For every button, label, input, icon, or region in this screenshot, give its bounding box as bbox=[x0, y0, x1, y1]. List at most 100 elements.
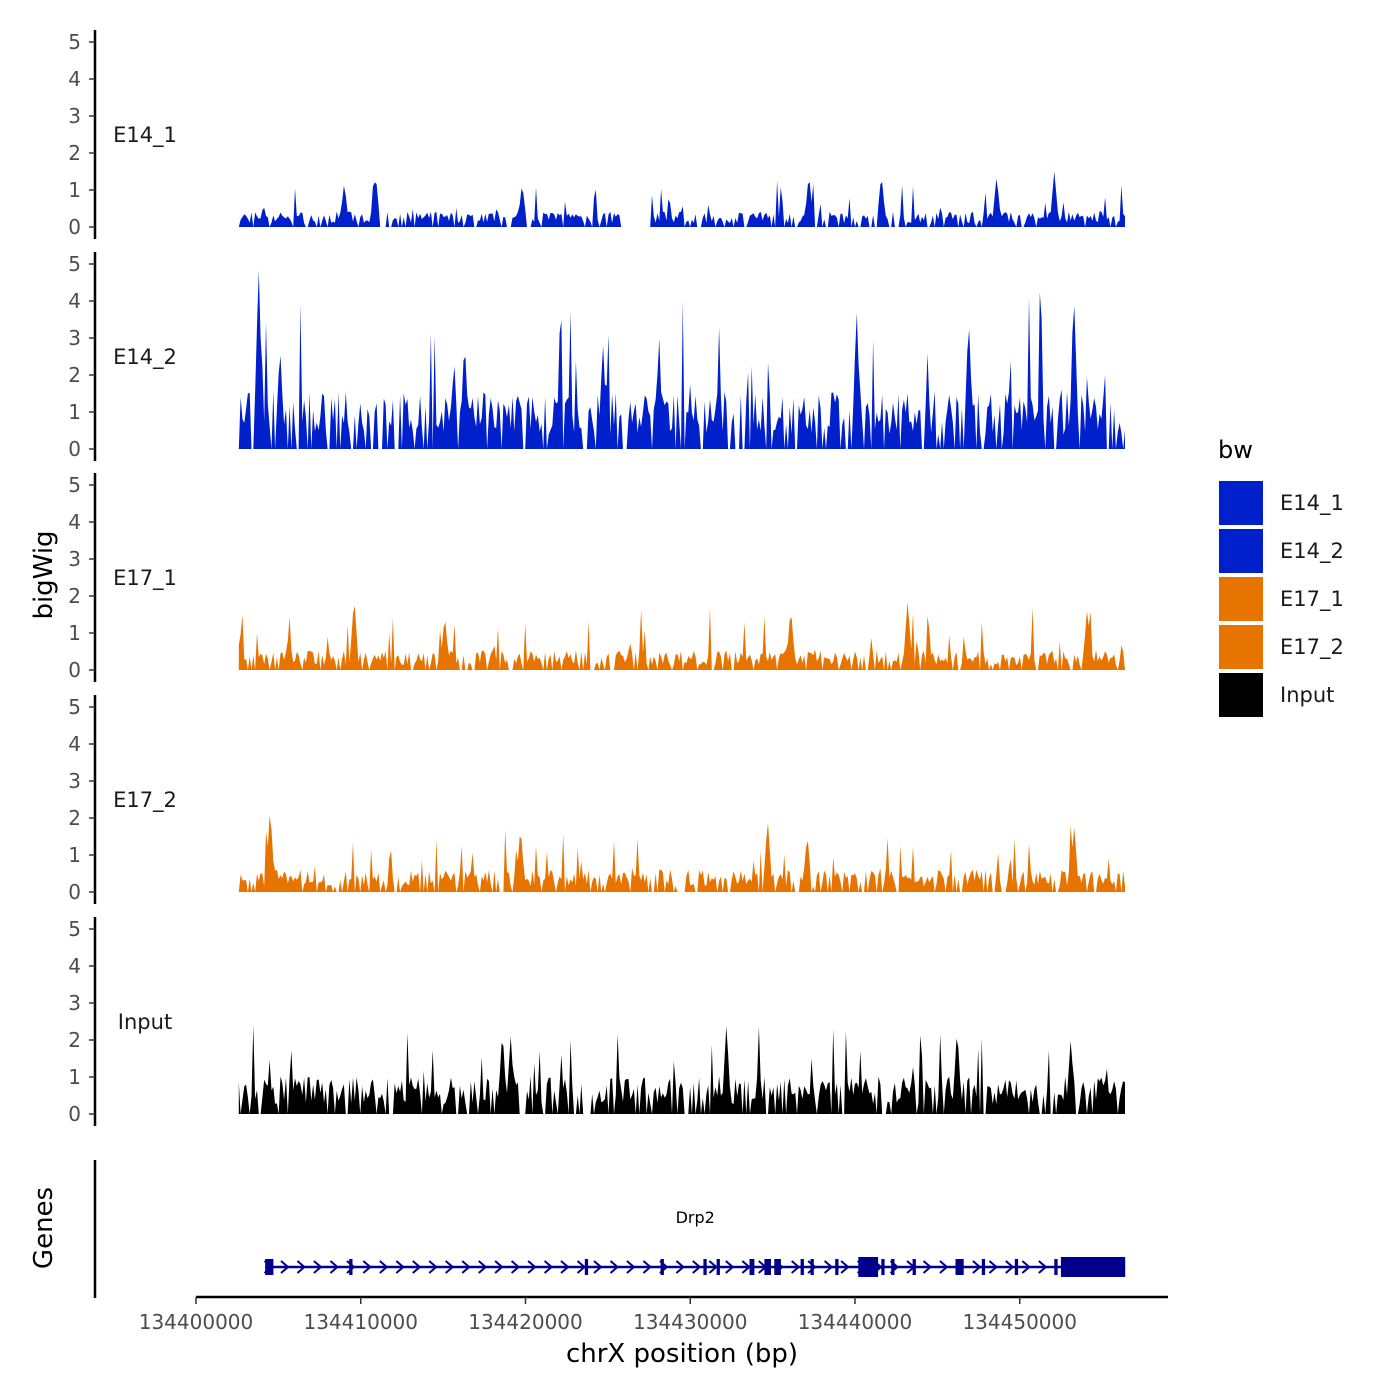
legend: bw E14_1 E14_2 E17_1 E17_2 Input bbox=[1218, 436, 1344, 717]
genes-axis-title: Genes bbox=[29, 1187, 59, 1269]
exon bbox=[660, 1259, 664, 1275]
exon bbox=[1014, 1259, 1019, 1275]
y-tick-label: 4 bbox=[68, 510, 81, 534]
strand-arrow bbox=[807, 1260, 817, 1274]
strand-arrow bbox=[840, 1260, 850, 1274]
track-e17-1: 0 1 2 3 4 5 E17_1 bbox=[68, 473, 1126, 682]
y-tick-label: 1 bbox=[68, 1065, 81, 1089]
exon bbox=[584, 1259, 589, 1275]
y-tick-label: 5 bbox=[68, 252, 81, 276]
y-tick-label: 3 bbox=[68, 547, 81, 571]
legend-label: E14_1 bbox=[1280, 491, 1344, 516]
strand-arrow bbox=[510, 1260, 521, 1274]
gene-name: Drp2 bbox=[676, 1208, 715, 1227]
x-axis: 134400000 134410000 134420000 134430000 1344… bbox=[139, 1295, 1168, 1334]
x-tick-label: 134450000 bbox=[962, 1310, 1077, 1334]
y-tick-label: 2 bbox=[68, 584, 81, 608]
y-tick-label: 0 bbox=[68, 215, 81, 239]
exon bbox=[881, 1259, 885, 1275]
track-label: E14_1 bbox=[113, 123, 177, 148]
strand-arrow bbox=[428, 1260, 438, 1274]
y-tick-label: 5 bbox=[68, 30, 81, 54]
x-tick-label: 134420000 bbox=[468, 1310, 583, 1334]
strand-arrow bbox=[576, 1260, 587, 1274]
y-tick-label: 5 bbox=[68, 695, 81, 719]
strand-arrow bbox=[675, 1260, 685, 1274]
x-tick-label: 134430000 bbox=[633, 1310, 748, 1334]
exon bbox=[912, 1259, 916, 1275]
exon bbox=[835, 1259, 839, 1275]
exon bbox=[800, 1259, 804, 1275]
gene-track: Drp2 bbox=[93, 1160, 1126, 1298]
legend-title: bw bbox=[1218, 436, 1253, 464]
coverage-area bbox=[238, 270, 1126, 449]
track-label: E17_2 bbox=[113, 788, 177, 813]
legend-label: E17_2 bbox=[1280, 635, 1344, 660]
strand-arrow bbox=[478, 1260, 488, 1274]
strand-arrow bbox=[395, 1260, 405, 1274]
track-e14-1: 0 1 2 3 4 5 E14_1 bbox=[68, 30, 1126, 239]
y-tick-label: 4 bbox=[68, 67, 81, 91]
strand-arrow bbox=[296, 1260, 306, 1274]
y-tick-label: 2 bbox=[68, 806, 81, 830]
y-tick-label: 2 bbox=[68, 363, 81, 387]
strand-arrow bbox=[494, 1260, 504, 1274]
coverage-area bbox=[238, 815, 1126, 892]
strand-arrow bbox=[1005, 1260, 1015, 1274]
y-tick-label: 1 bbox=[68, 400, 81, 424]
strand-arrow bbox=[609, 1260, 620, 1274]
y-tick-label: 0 bbox=[68, 880, 81, 904]
strand-arrow bbox=[280, 1260, 290, 1274]
y-tick-label: 2 bbox=[68, 141, 81, 165]
strand-arrow bbox=[922, 1260, 933, 1274]
y-tick-label: 1 bbox=[68, 843, 81, 867]
y-tick-label: 1 bbox=[68, 621, 81, 645]
x-tick-label: 134400000 bbox=[139, 1310, 254, 1334]
y-tick-label: 0 bbox=[68, 658, 81, 682]
y-tick-label: 5 bbox=[68, 917, 81, 941]
track-input: 0 1 2 3 4 5 Input bbox=[68, 917, 1126, 1126]
strand-arrow bbox=[1021, 1260, 1031, 1274]
y-tick-label: 1 bbox=[68, 178, 81, 202]
strand-arrow bbox=[1038, 1260, 1048, 1274]
y-tick-label: 4 bbox=[68, 732, 81, 756]
coverage-area bbox=[238, 171, 1126, 227]
strand-arrow bbox=[939, 1260, 949, 1274]
track-e14-2: 0 1 2 3 4 5 E14_2 bbox=[68, 252, 1126, 461]
track-label: E17_1 bbox=[113, 566, 177, 591]
exon bbox=[265, 1259, 274, 1275]
legend-swatch bbox=[1219, 529, 1263, 573]
strand-arrow bbox=[461, 1260, 471, 1274]
legend-swatch bbox=[1219, 673, 1263, 717]
exon bbox=[349, 1259, 353, 1275]
coverage-area bbox=[238, 1025, 1126, 1114]
strand-arrow bbox=[379, 1260, 389, 1274]
y-tick-label: 0 bbox=[68, 437, 81, 461]
track-e17-2: 0 1 2 3 4 5 E17_2 bbox=[68, 695, 1126, 904]
y-tick-label: 3 bbox=[68, 326, 81, 350]
legend-label: E17_1 bbox=[1280, 587, 1344, 612]
exon bbox=[703, 1259, 707, 1275]
y-tick-label: 3 bbox=[68, 991, 81, 1015]
strand-arrow bbox=[988, 1260, 998, 1274]
exon bbox=[749, 1259, 755, 1275]
x-axis-title: chrX position (bp) bbox=[566, 1339, 798, 1369]
exon bbox=[716, 1259, 720, 1275]
strand-arrow bbox=[560, 1260, 570, 1274]
exon bbox=[891, 1259, 895, 1275]
coverage-tracks: 0 1 2 3 4 5 E14_1 0 1 2 3 4 5 E14_2 0 1 2 3 4 5 E17_1 0 1 2 3 4 5 E… bbox=[68, 30, 1126, 1126]
track-label: Input bbox=[118, 1010, 172, 1034]
strand-arrow bbox=[412, 1260, 422, 1274]
exon bbox=[1054, 1259, 1058, 1275]
strand-arrow bbox=[741, 1260, 751, 1274]
strand-arrow bbox=[708, 1260, 718, 1274]
y-tick-label: 2 bbox=[68, 1028, 81, 1052]
strand-arrow bbox=[543, 1260, 554, 1274]
exon bbox=[1060, 1257, 1126, 1277]
strand-arrow bbox=[593, 1260, 603, 1274]
exon bbox=[981, 1259, 986, 1275]
strand-arrow bbox=[692, 1260, 702, 1274]
strand-arrow bbox=[642, 1260, 652, 1274]
legend-label: Input bbox=[1280, 683, 1334, 707]
